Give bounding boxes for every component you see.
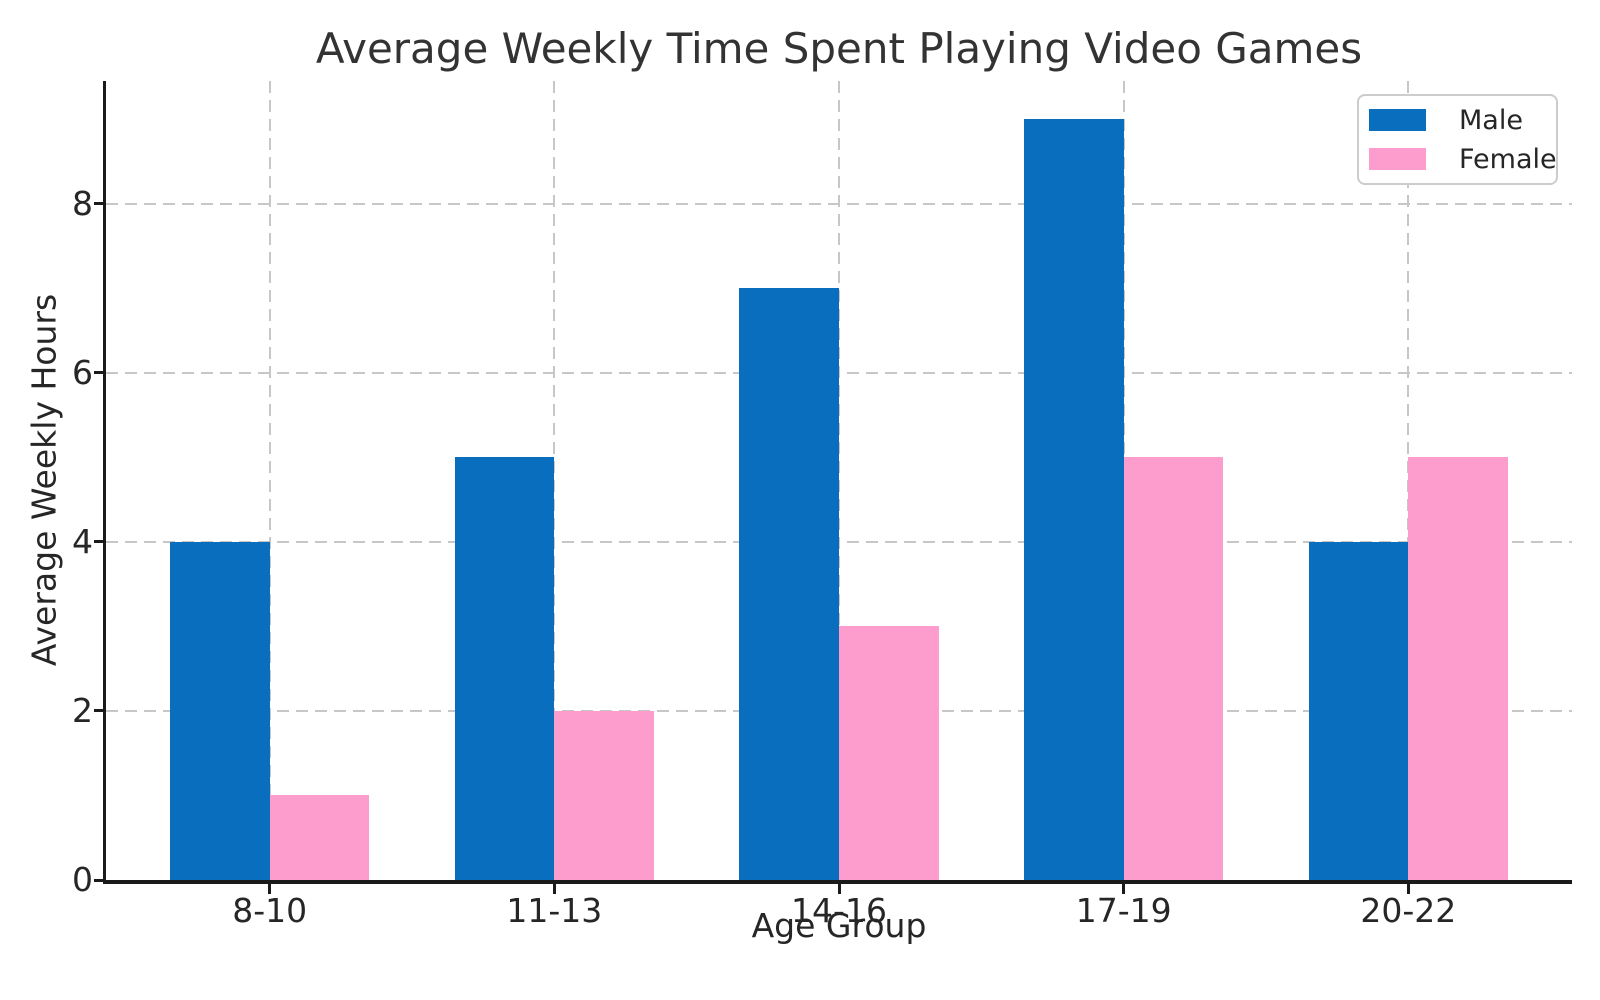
gridline-x-14-16 [838,81,840,880]
legend-item-female: Female [1369,143,1557,175]
y-tick-2 [94,709,105,713]
x-axis-spine [103,880,1572,884]
legend-label-female: Female [1459,143,1557,175]
x-tick-label-8-10: 8-10 [232,891,308,930]
bar-male-11-13 [454,457,555,880]
bar-female-14-16 [839,626,939,880]
x-tick-17-19 [1122,884,1126,894]
bar-male-14-16 [739,288,839,880]
legend-label-male: Male [1459,104,1523,136]
x-tick-20-22 [1406,884,1410,894]
y-tick-label-2: 2 [72,690,93,730]
chart-title: Average Weekly Time Spent Playing Video … [315,24,1363,73]
plot-area [106,81,1572,880]
legend-item-male: Male [1369,104,1556,136]
legend: Male Female [1357,94,1558,185]
bar-male-20-22 [1308,541,1409,880]
y-tick-label-6: 6 [72,352,93,392]
y-axis-spine [103,81,106,884]
y-tick-8 [94,202,105,206]
x-axis-label: Age Group [751,906,927,945]
female-swatch-icon [1369,148,1426,170]
y-tick-4 [94,540,105,544]
x-tick-label-11-13: 11-13 [506,891,603,930]
gridline-x-11-13 [553,81,556,880]
bar-male-8-10 [170,541,270,880]
y-tick-6 [94,371,105,375]
bar-female-11-13 [554,710,654,880]
y-tick-label-8: 8 [72,183,93,223]
x-tick-11-13 [552,884,556,894]
x-tick-label-17-19: 17-19 [1075,891,1172,930]
x-tick-8-10 [268,884,272,894]
bar-female-17-19 [1123,457,1224,880]
x-tick-14-16 [837,884,841,894]
gridline-x-8-10 [268,81,271,880]
y-axis-label: Average Weekly Hours [24,293,64,667]
bar-female-20-22 [1408,457,1508,880]
bar-male-17-19 [1024,119,1124,880]
bar-female-8-10 [269,795,370,880]
y-tick-0 [94,878,105,882]
male-swatch-icon [1369,109,1426,131]
y-tick-label-4: 4 [72,521,93,561]
x-tick-label-20-22: 20-22 [1360,891,1457,930]
x-tick-label-14-16: 14-16 [791,891,887,930]
y-tick-label-0: 0 [72,860,93,899]
